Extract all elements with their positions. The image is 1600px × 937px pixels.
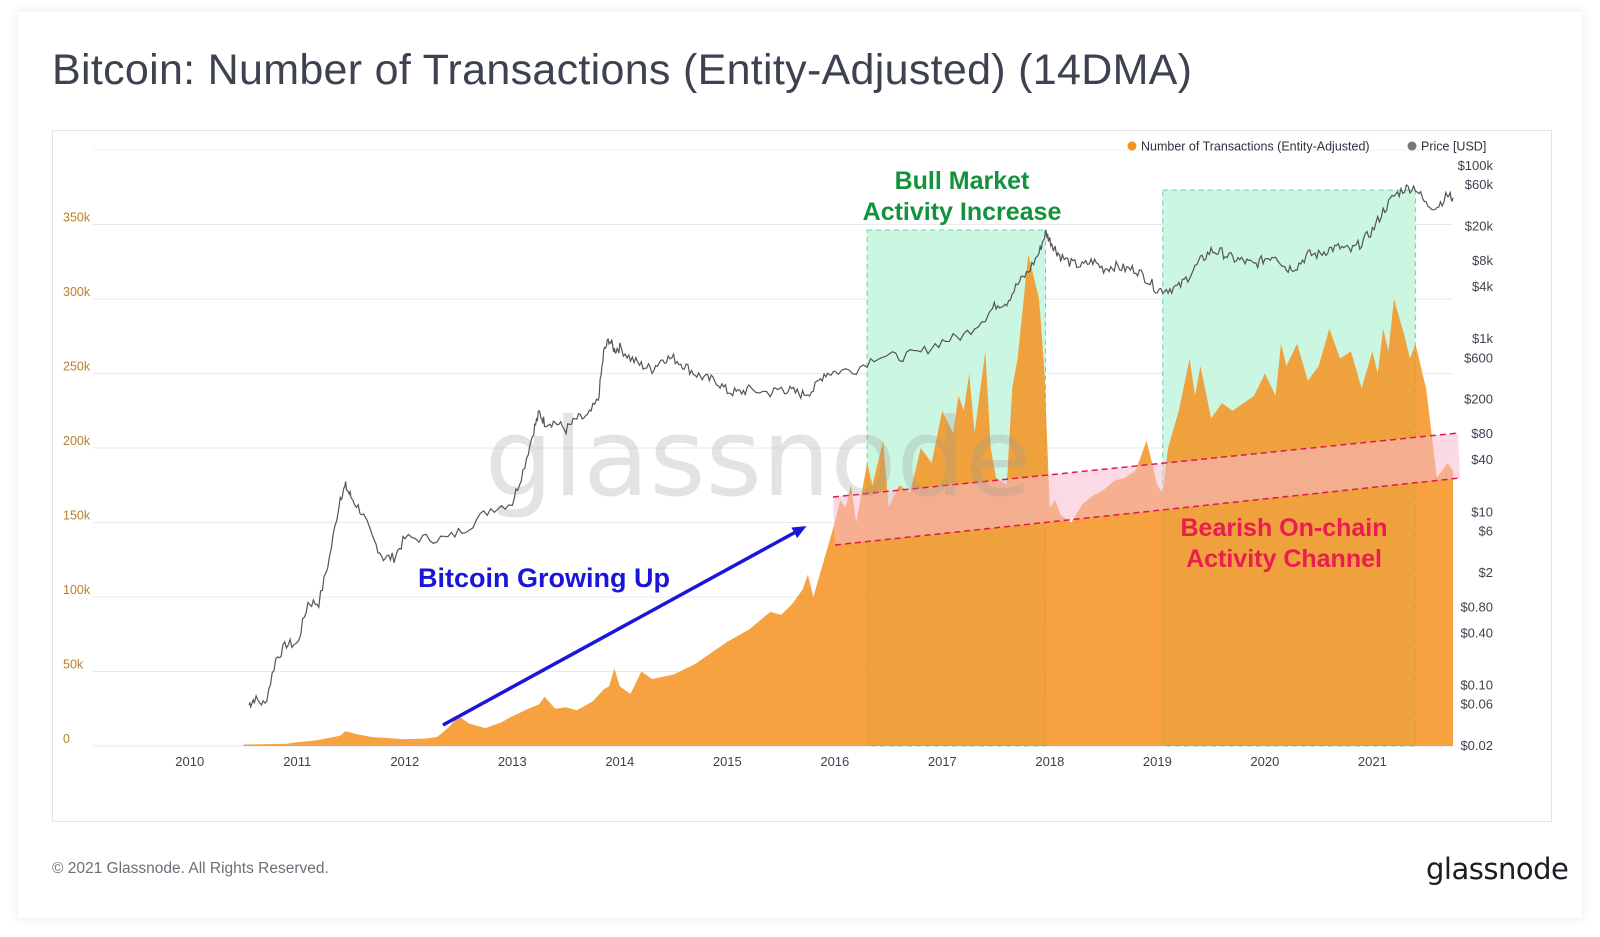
- left-axis-ticks: 0 50k 100k 150k 200k 250k 300k 350k: [63, 211, 91, 747]
- left-tick-label: 350k: [63, 211, 91, 225]
- legend-marker: [1407, 141, 1417, 151]
- x-tick-label: 2021: [1358, 754, 1387, 769]
- right-tick-label: $0.80: [1460, 599, 1493, 614]
- right-tick-label: $200: [1464, 392, 1493, 407]
- right-tick-label: $60k: [1465, 177, 1494, 192]
- right-tick-label: $0.06: [1460, 697, 1493, 712]
- right-tick-label: $20k: [1465, 219, 1494, 234]
- right-tick-label: $2: [1479, 565, 1493, 580]
- right-tick-label: $0.40: [1460, 625, 1493, 640]
- x-tick-label: 2011: [283, 754, 311, 769]
- x-axis-ticks: 2010 2011 2012 2013 2014 2015 2016 2017 2018 2019…: [175, 754, 1387, 769]
- right-tick-label: $0.02: [1460, 738, 1493, 753]
- left-tick-label: 200k: [63, 434, 91, 448]
- plot-frame: [52, 130, 1552, 822]
- bull-label-line2: Activity Increase: [863, 198, 1062, 226]
- right-tick-label: $1k: [1472, 331, 1493, 346]
- right-tick-label: $40: [1471, 452, 1493, 467]
- legend: Number of Transactions (Entity-Adjusted)…: [1127, 140, 1486, 154]
- right-tick-label: $100k: [1458, 158, 1494, 173]
- left-tick-label: 50k: [63, 658, 84, 672]
- bearish-channel-fill: [833, 433, 1460, 545]
- chart-title: Bitcoin: Number of Transactions (Entity-…: [52, 46, 1193, 94]
- x-tick-label: 2019: [1143, 754, 1172, 769]
- x-tick-label: 2012: [390, 754, 419, 769]
- legend-label: Price [USD]: [1421, 140, 1486, 154]
- channel-lower-line: [834, 477, 1461, 546]
- left-tick-label: 100k: [63, 583, 91, 597]
- growth-label: Bitcoin Growing Up: [418, 563, 670, 593]
- right-tick-label: $600: [1464, 350, 1493, 365]
- left-tick-label: 150k: [63, 509, 91, 523]
- left-tick-label: 300k: [63, 285, 91, 299]
- legend-label: Number of Transactions (Entity-Adjusted): [1141, 140, 1370, 154]
- x-tick-label: 2015: [713, 754, 742, 769]
- price-series: [248, 183, 1454, 709]
- x-tick-label: 2013: [498, 754, 527, 769]
- price-line: [248, 183, 1454, 709]
- right-tick-label: $80: [1471, 426, 1493, 441]
- channel-upper-line: [832, 432, 1459, 498]
- right-tick-label: $4k: [1472, 279, 1493, 294]
- bearish-channel: [832, 432, 1461, 546]
- growth-arrow: [442, 526, 807, 727]
- x-tick-label: 2020: [1250, 754, 1279, 769]
- copyright-footer: © 2021 Glassnode. All Rights Reserved.: [52, 860, 329, 877]
- x-tick-label: 2016: [820, 754, 849, 769]
- bear-label-line2: Activity Channel: [1186, 545, 1382, 573]
- bear-label-line1: Bearish On-chain: [1181, 514, 1388, 542]
- right-tick-label: $0.10: [1460, 677, 1493, 692]
- bull-label-line1: Bull Market: [895, 167, 1030, 195]
- right-tick-label: $6: [1479, 524, 1493, 539]
- x-tick-label: 2017: [928, 754, 957, 769]
- x-tick-label: 2014: [605, 754, 634, 769]
- x-tick-label: 2018: [1035, 754, 1064, 769]
- x-tick-label: 2010: [175, 754, 204, 769]
- legend-marker: [1127, 141, 1137, 151]
- right-tick-label: $8k: [1472, 253, 1493, 268]
- left-tick-label: 0: [63, 732, 70, 746]
- right-tick-label: $10: [1471, 504, 1493, 519]
- left-tick-label: 250k: [63, 360, 91, 374]
- right-axis-ticks: $100k $60k $20k $8k $4k $1k $600 $200 $80 $40 $10 $…: [1458, 158, 1494, 753]
- watermark: glassnode: [485, 396, 1032, 521]
- glassnode-logo[interactable]: glassnode: [1426, 852, 1569, 886]
